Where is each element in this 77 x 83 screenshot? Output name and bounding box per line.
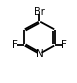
Text: N: N (36, 49, 43, 59)
Text: Br: Br (34, 7, 45, 17)
Text: F: F (12, 40, 18, 50)
Text: F: F (61, 40, 67, 50)
